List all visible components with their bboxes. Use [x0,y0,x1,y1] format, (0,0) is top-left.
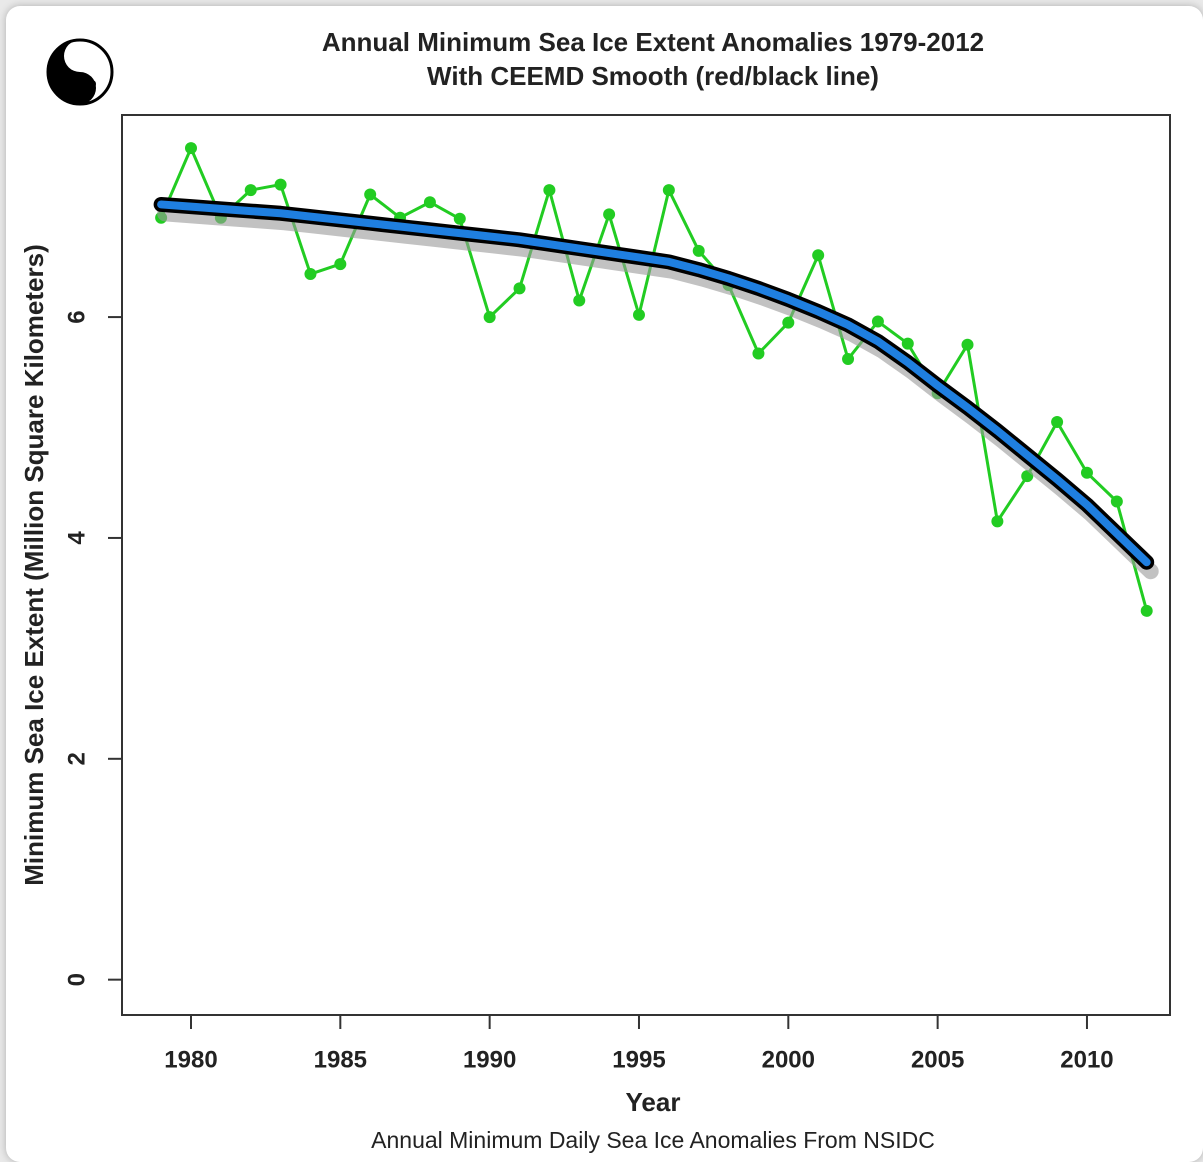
point [483,311,496,324]
x-tick-label: 1990 [463,1046,516,1073]
y-axis-label: Minimum Sea Ice Extent (Million Square K… [19,244,49,885]
point [961,338,974,351]
point [364,188,377,201]
point [453,212,466,225]
point [244,184,257,197]
point [752,347,765,360]
x-tick-label: 1980 [164,1046,217,1073]
y-tick-label: 4 [63,531,90,545]
y-tick-label: 2 [63,752,90,765]
chart-title: Annual Minimum Sea Ice Extent Anomalies … [322,27,984,57]
plot-frame [121,114,1171,1016]
point [274,178,287,191]
x-tick-label: 2005 [911,1046,964,1073]
point [543,184,556,197]
x-axis-label: Year [626,1087,681,1117]
point [1110,495,1123,508]
point [1080,466,1093,479]
point [513,282,526,295]
y-tick-label: 6 [63,310,90,323]
point [603,208,616,221]
point [632,308,645,321]
x-tick-label: 2000 [762,1046,815,1073]
logo [46,38,114,106]
point [1140,604,1153,617]
point [662,184,675,197]
point [1051,415,1064,428]
point [991,515,1004,528]
point [184,142,197,155]
point [871,315,884,328]
x-tick-label: 1985 [314,1046,367,1073]
point [573,294,586,307]
x-tick-label: 2010 [1060,1046,1113,1073]
point [812,249,825,262]
y-tick-label: 0 [63,973,90,986]
point [334,258,347,271]
line [157,200,1151,567]
chart-subtitle: With CEEMD Smooth (red/black line) [427,61,879,91]
point [782,316,795,329]
caption: Annual Minimum Daily Sea Ice Anomalies F… [371,1127,935,1153]
point [304,268,317,281]
point [692,244,705,257]
x-tick-label: 1995 [612,1046,665,1073]
point [842,353,855,366]
point [423,196,436,209]
point [901,337,914,350]
card [6,6,1203,1162]
